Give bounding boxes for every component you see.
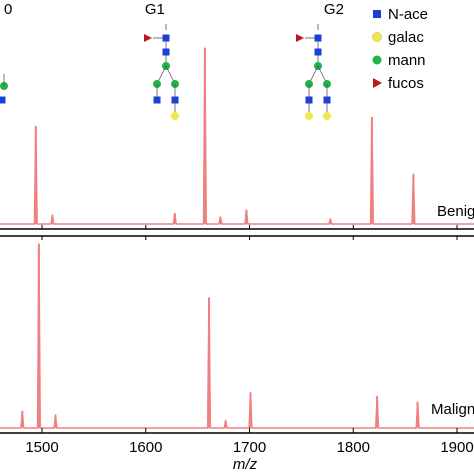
- x-tick-label: 1700: [233, 439, 266, 456]
- legend-circle-icon: [372, 32, 382, 42]
- x-tick-label: 1600: [129, 439, 162, 456]
- panel-malignant: Malignant: [0, 235, 474, 429]
- galactose-circle-icon: [305, 112, 313, 120]
- x-axis-label: m/z: [233, 456, 258, 473]
- legend-triangle-icon: [373, 78, 382, 88]
- glcnac-square-icon: [314, 48, 322, 56]
- x-tick-label: 1500: [25, 439, 58, 456]
- panel-label-top: Benign: [437, 203, 474, 220]
- fucose-triangle-icon: [296, 34, 304, 42]
- legend-glcnac-square-icon: [373, 10, 381, 18]
- x-axis: 1500 1600 1700 1800 1900: [0, 428, 474, 456]
- glcnac-square-icon: [162, 34, 170, 42]
- legend: N-ace galac mann fucos: [372, 6, 428, 92]
- galactose-circle-icon: [323, 112, 331, 120]
- x-tick-label: 1900: [440, 439, 473, 456]
- glcnac-square-icon: [314, 34, 322, 42]
- legend-circle-icon: [372, 55, 382, 65]
- glcnac-square-icon: [0, 96, 6, 104]
- panel-benign: Benign: [0, 47, 474, 230]
- fucose-triangle-icon: [144, 34, 152, 42]
- glycan-label-g2: G2: [324, 1, 344, 18]
- x-tick-label: 1800: [337, 439, 370, 456]
- glycan-label-g1: G1: [145, 1, 165, 18]
- glycan-structures: [0, 24, 331, 120]
- glcnac-square-icon: [162, 48, 170, 56]
- galactose-circle-icon: [171, 112, 179, 120]
- glcnac-square-icon: [153, 96, 161, 104]
- legend-label: mann: [388, 52, 426, 69]
- panel-label-bottom: Malignant: [431, 401, 474, 418]
- glycan-labels: 0 G1 G2: [4, 1, 344, 18]
- legend-label: fucos: [388, 75, 424, 92]
- legend-label: galac: [388, 29, 424, 46]
- legend-label: N-ace: [388, 6, 428, 23]
- spectrum-line-bottom: [0, 243, 474, 429]
- glycan-label-0: 0: [4, 1, 12, 18]
